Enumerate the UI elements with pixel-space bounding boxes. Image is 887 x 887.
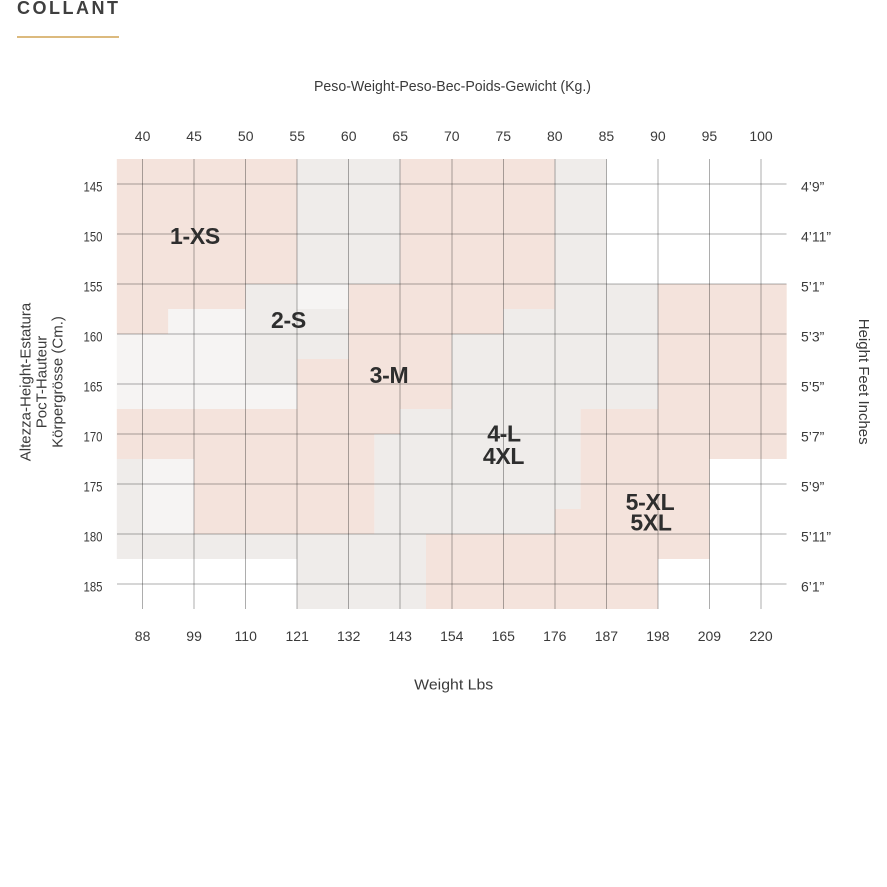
svg-text:Peso-Weight-Peso-Bec-Poids-Gew: Peso-Weight-Peso-Bec-Poids-Gewicht (Kg.) bbox=[314, 78, 591, 95]
svg-text:5XL: 5XL bbox=[630, 510, 672, 536]
svg-text:Height Feet Inches: Height Feet Inches bbox=[855, 319, 872, 445]
svg-text:100: 100 bbox=[749, 128, 773, 144]
svg-text:145: 145 bbox=[84, 179, 103, 195]
svg-text:COLLANT: COLLANT bbox=[17, 0, 120, 18]
svg-text:154: 154 bbox=[440, 628, 464, 644]
svg-text:70: 70 bbox=[444, 128, 460, 144]
svg-text:165: 165 bbox=[84, 379, 103, 395]
svg-text:160: 160 bbox=[84, 329, 103, 345]
svg-text:176: 176 bbox=[543, 628, 567, 644]
svg-text:40: 40 bbox=[135, 128, 151, 144]
svg-text:90: 90 bbox=[650, 128, 666, 144]
svg-text:5’9”: 5’9” bbox=[801, 479, 825, 495]
svg-text:143: 143 bbox=[389, 628, 413, 644]
svg-text:60: 60 bbox=[341, 128, 357, 144]
svg-text:1-XS: 1-XS bbox=[170, 223, 220, 249]
svg-text:Weight Lbs: Weight Lbs bbox=[414, 677, 493, 694]
svg-text:5’5”: 5’5” bbox=[801, 379, 825, 395]
svg-text:110: 110 bbox=[235, 628, 258, 644]
svg-text:3-M: 3-M bbox=[370, 362, 409, 388]
svg-text:121: 121 bbox=[286, 628, 310, 644]
svg-text:5-XL: 5-XL bbox=[626, 489, 675, 515]
svg-text:4-L: 4-L bbox=[487, 421, 521, 447]
svg-text:Altezza-Height-Estatura: Altezza-Height-Estatura bbox=[17, 302, 34, 461]
svg-text:99: 99 bbox=[186, 628, 202, 644]
svg-text:45: 45 bbox=[186, 128, 202, 144]
svg-text:2-S: 2-S bbox=[271, 307, 306, 333]
svg-text:5’1”: 5’1” bbox=[801, 279, 825, 295]
svg-text:170: 170 bbox=[84, 429, 103, 445]
svg-text:220: 220 bbox=[749, 628, 773, 644]
svg-text:5’3”: 5’3” bbox=[801, 329, 825, 345]
svg-text:88: 88 bbox=[135, 628, 151, 644]
svg-text:132: 132 bbox=[337, 628, 361, 644]
svg-text:4’9”: 4’9” bbox=[801, 179, 825, 195]
svg-text:185: 185 bbox=[84, 579, 103, 595]
svg-text:PocT-Hauteur: PocT-Hauteur bbox=[33, 336, 50, 429]
svg-text:175: 175 bbox=[84, 479, 103, 495]
svg-text:209: 209 bbox=[698, 628, 722, 644]
svg-text:180: 180 bbox=[84, 529, 103, 545]
svg-text:85: 85 bbox=[599, 128, 615, 144]
svg-text:187: 187 bbox=[595, 628, 619, 644]
svg-text:65: 65 bbox=[392, 128, 408, 144]
svg-text:55: 55 bbox=[289, 128, 305, 144]
svg-text:Körpergrösse (Cm.): Körpergrösse (Cm.) bbox=[49, 316, 66, 448]
svg-text:80: 80 bbox=[547, 128, 563, 144]
svg-text:6’1”: 6’1” bbox=[801, 579, 825, 595]
svg-text:50: 50 bbox=[238, 128, 254, 144]
svg-text:75: 75 bbox=[496, 128, 512, 144]
svg-text:165: 165 bbox=[492, 628, 516, 644]
svg-text:155: 155 bbox=[84, 279, 103, 295]
svg-text:4’11”: 4’11” bbox=[801, 229, 831, 245]
svg-text:150: 150 bbox=[84, 229, 103, 245]
svg-text:198: 198 bbox=[646, 628, 670, 644]
svg-text:5’11”: 5’11” bbox=[801, 529, 831, 545]
svg-text:4XL: 4XL bbox=[483, 443, 525, 469]
svg-text:5’7”: 5’7” bbox=[801, 429, 825, 445]
svg-text:95: 95 bbox=[702, 128, 718, 144]
